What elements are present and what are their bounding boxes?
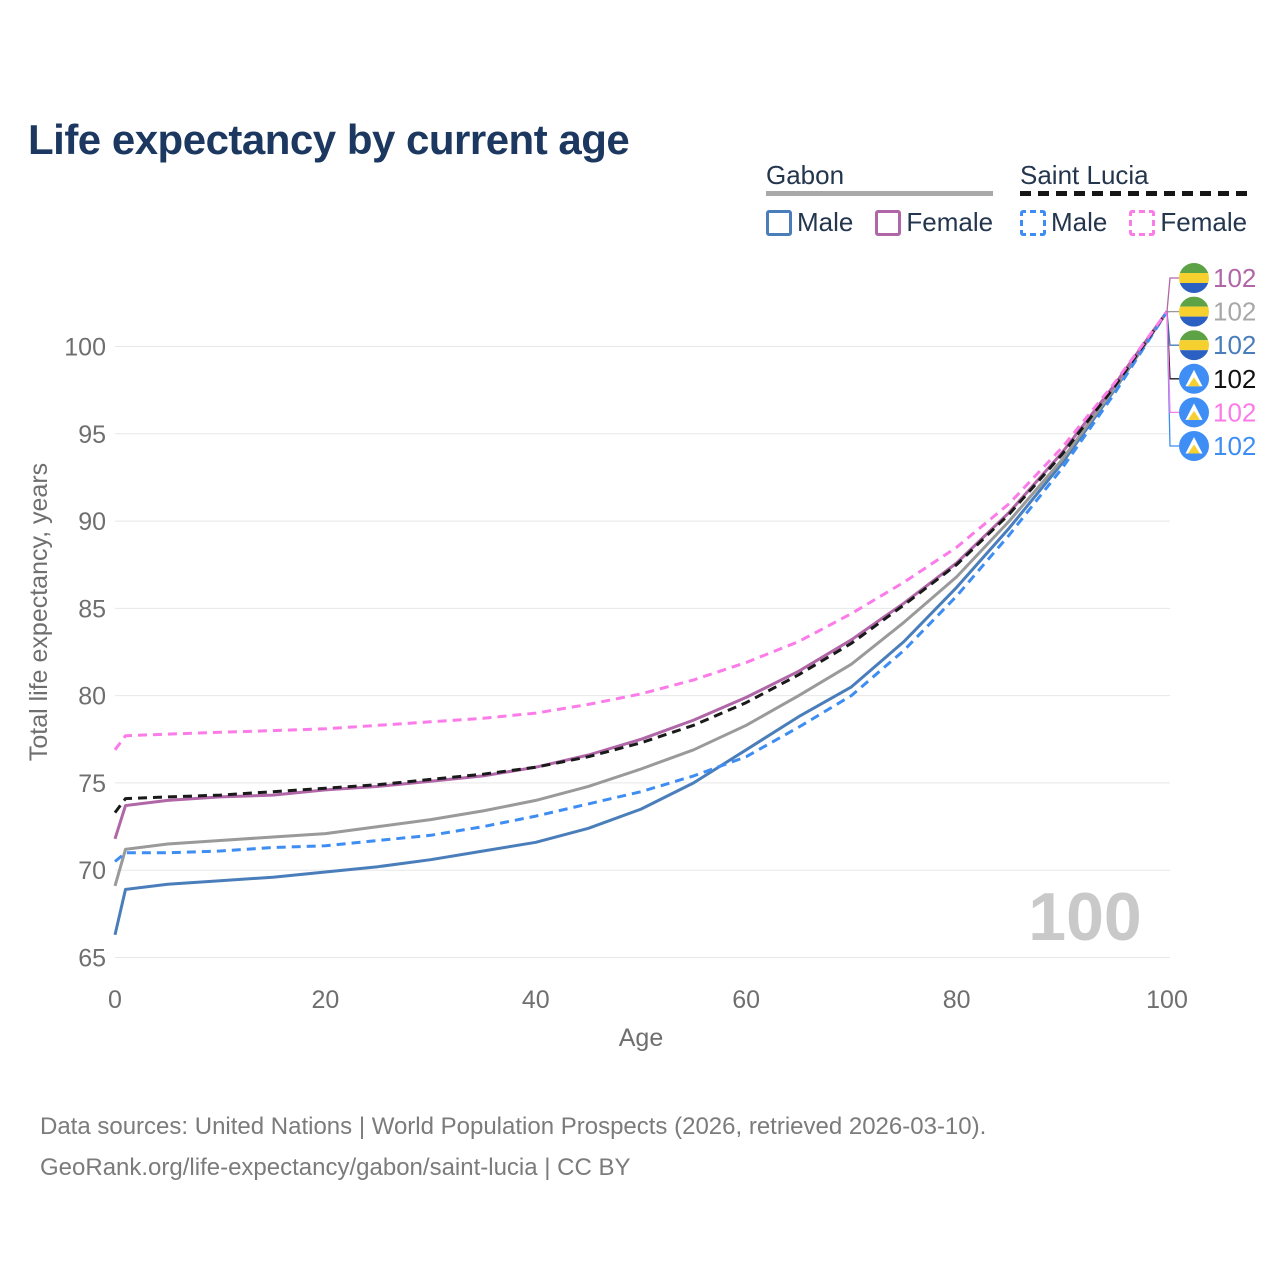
- series-line-saint-lucia-female[interactable]: [113, 310, 1169, 751]
- legend-swatch-gabon-female[interactable]: [875, 209, 902, 236]
- legend-group-gabon: Gabon Male Female: [766, 160, 994, 238]
- legend-item-label: Male: [797, 207, 854, 237]
- series-line-gabon-both-sexes[interactable]: [113, 310, 1169, 887]
- legend-item-label: Male: [1051, 207, 1108, 237]
- end-value-label: 102: [1213, 397, 1256, 427]
- legend-item-label: Female: [906, 207, 994, 237]
- y-tick-label: 100: [64, 334, 106, 362]
- gabon-flag-icon: [1179, 263, 1209, 293]
- y-tick-label: 90: [78, 508, 106, 536]
- series-line-saint-lucia-both-sexes[interactable]: [113, 310, 1169, 814]
- legend-item-gabon-male[interactable]: Male: [766, 207, 853, 238]
- legend-underline-saint-lucia: [1020, 191, 1248, 196]
- legend-header-saint-lucia[interactable]: Saint Lucia: [1020, 160, 1149, 190]
- end-label-connector: [1166, 277, 1179, 312]
- legend-swatch-gabon-male[interactable]: [766, 209, 792, 236]
- x-tick-label: 60: [732, 986, 760, 1014]
- x-tick-label: 100: [1146, 986, 1188, 1014]
- x-axis-title: Age: [619, 1024, 663, 1052]
- y-tick-label: 70: [78, 857, 106, 885]
- y-tick-label: 80: [78, 683, 106, 711]
- saint-lucia-flag-icon: [1179, 397, 1209, 428]
- legend-item-saint-lucia-male[interactable]: Male: [1020, 207, 1107, 238]
- gabon-flag-icon: [1179, 330, 1209, 361]
- legend-item-label: Female: [1160, 207, 1248, 237]
- legend-swatch-saint-lucia-female[interactable]: [1129, 209, 1156, 236]
- gabon-flag-icon: [1179, 296, 1209, 327]
- end-value-label: 102: [1213, 330, 1256, 360]
- legend-underline-gabon: [766, 191, 994, 196]
- x-tick-label: 0: [108, 986, 122, 1014]
- footer-attribution: GeoRank.org/life-expectancy/gabon/saint-…: [40, 1154, 631, 1181]
- saint-lucia-flag-icon: [1179, 431, 1209, 461]
- y-tick-label: 65: [78, 945, 106, 973]
- end-value-label: 102: [1213, 297, 1256, 327]
- page-title: Life expectancy by current age: [28, 116, 630, 164]
- end-label-connector: [1166, 311, 1179, 414]
- legend-item-saint-lucia-female[interactable]: Female: [1129, 207, 1247, 238]
- series-line-saint-lucia-male[interactable]: [114, 310, 1169, 863]
- end-value-label: 102: [1213, 431, 1256, 461]
- legend-header-gabon[interactable]: Gabon: [766, 160, 845, 190]
- x-tick-label: 40: [522, 986, 550, 1014]
- footer: Data sources: United Nations | World Pop…: [40, 1106, 986, 1188]
- y-tick-label: 85: [78, 595, 106, 623]
- x-tick-label: 80: [943, 986, 971, 1014]
- legend-item-gabon-female[interactable]: Female: [875, 207, 993, 238]
- y-axis-title: Total life expectancy, years: [25, 463, 53, 761]
- series-line-gabon-female[interactable]: [113, 310, 1169, 840]
- chart-watermark: 100: [1028, 879, 1141, 955]
- legend-swatch-saint-lucia-male[interactable]: [1020, 209, 1046, 236]
- y-tick-label: 75: [78, 770, 106, 798]
- y-tick-label: 95: [78, 421, 106, 449]
- end-value-label: 102: [1213, 263, 1256, 293]
- saint-lucia-flag-icon: [1179, 363, 1209, 394]
- end-value-label: 102: [1213, 364, 1256, 394]
- series-line-gabon-male[interactable]: [113, 310, 1169, 936]
- x-tick-label: 20: [311, 986, 339, 1014]
- legend-group-saint-lucia: Saint Lucia Male Female: [1020, 160, 1248, 238]
- footer-data-sources: Data sources: United Nations | World Pop…: [40, 1113, 987, 1140]
